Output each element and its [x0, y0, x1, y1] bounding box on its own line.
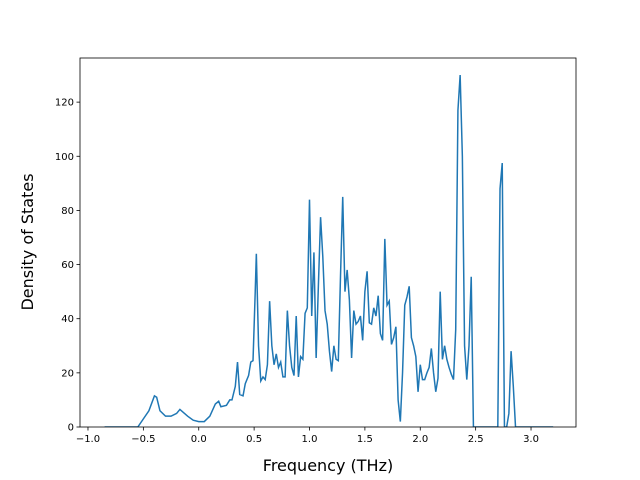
y-axis-label: Density of States [18, 173, 37, 310]
x-tick-label: 1.0 [302, 434, 318, 445]
y-tick-label: 40 [61, 314, 74, 325]
y-tick-label: 120 [55, 98, 74, 109]
x-tick-label: 2.0 [412, 434, 428, 445]
y-tick-label: 0 [68, 423, 74, 434]
dos-line [104, 75, 554, 427]
y-tick-label: 20 [61, 368, 74, 379]
x-tick-label: −1.0 [76, 434, 100, 445]
y-tick-label: 60 [61, 260, 74, 271]
x-tick-label: 1.5 [357, 434, 373, 445]
x-tick-label: 0.5 [246, 434, 262, 445]
plot-frame [79, 57, 577, 428]
x-tick-label: −0.5 [131, 434, 155, 445]
x-tick-label: 2.5 [468, 434, 484, 445]
y-tick-label: 80 [61, 206, 74, 217]
x-tick-label: 3.0 [523, 434, 539, 445]
x-axis-label: Frequency (THz) [263, 456, 393, 475]
y-tick-label: 100 [55, 152, 74, 163]
x-tick-label: 0.0 [191, 434, 207, 445]
